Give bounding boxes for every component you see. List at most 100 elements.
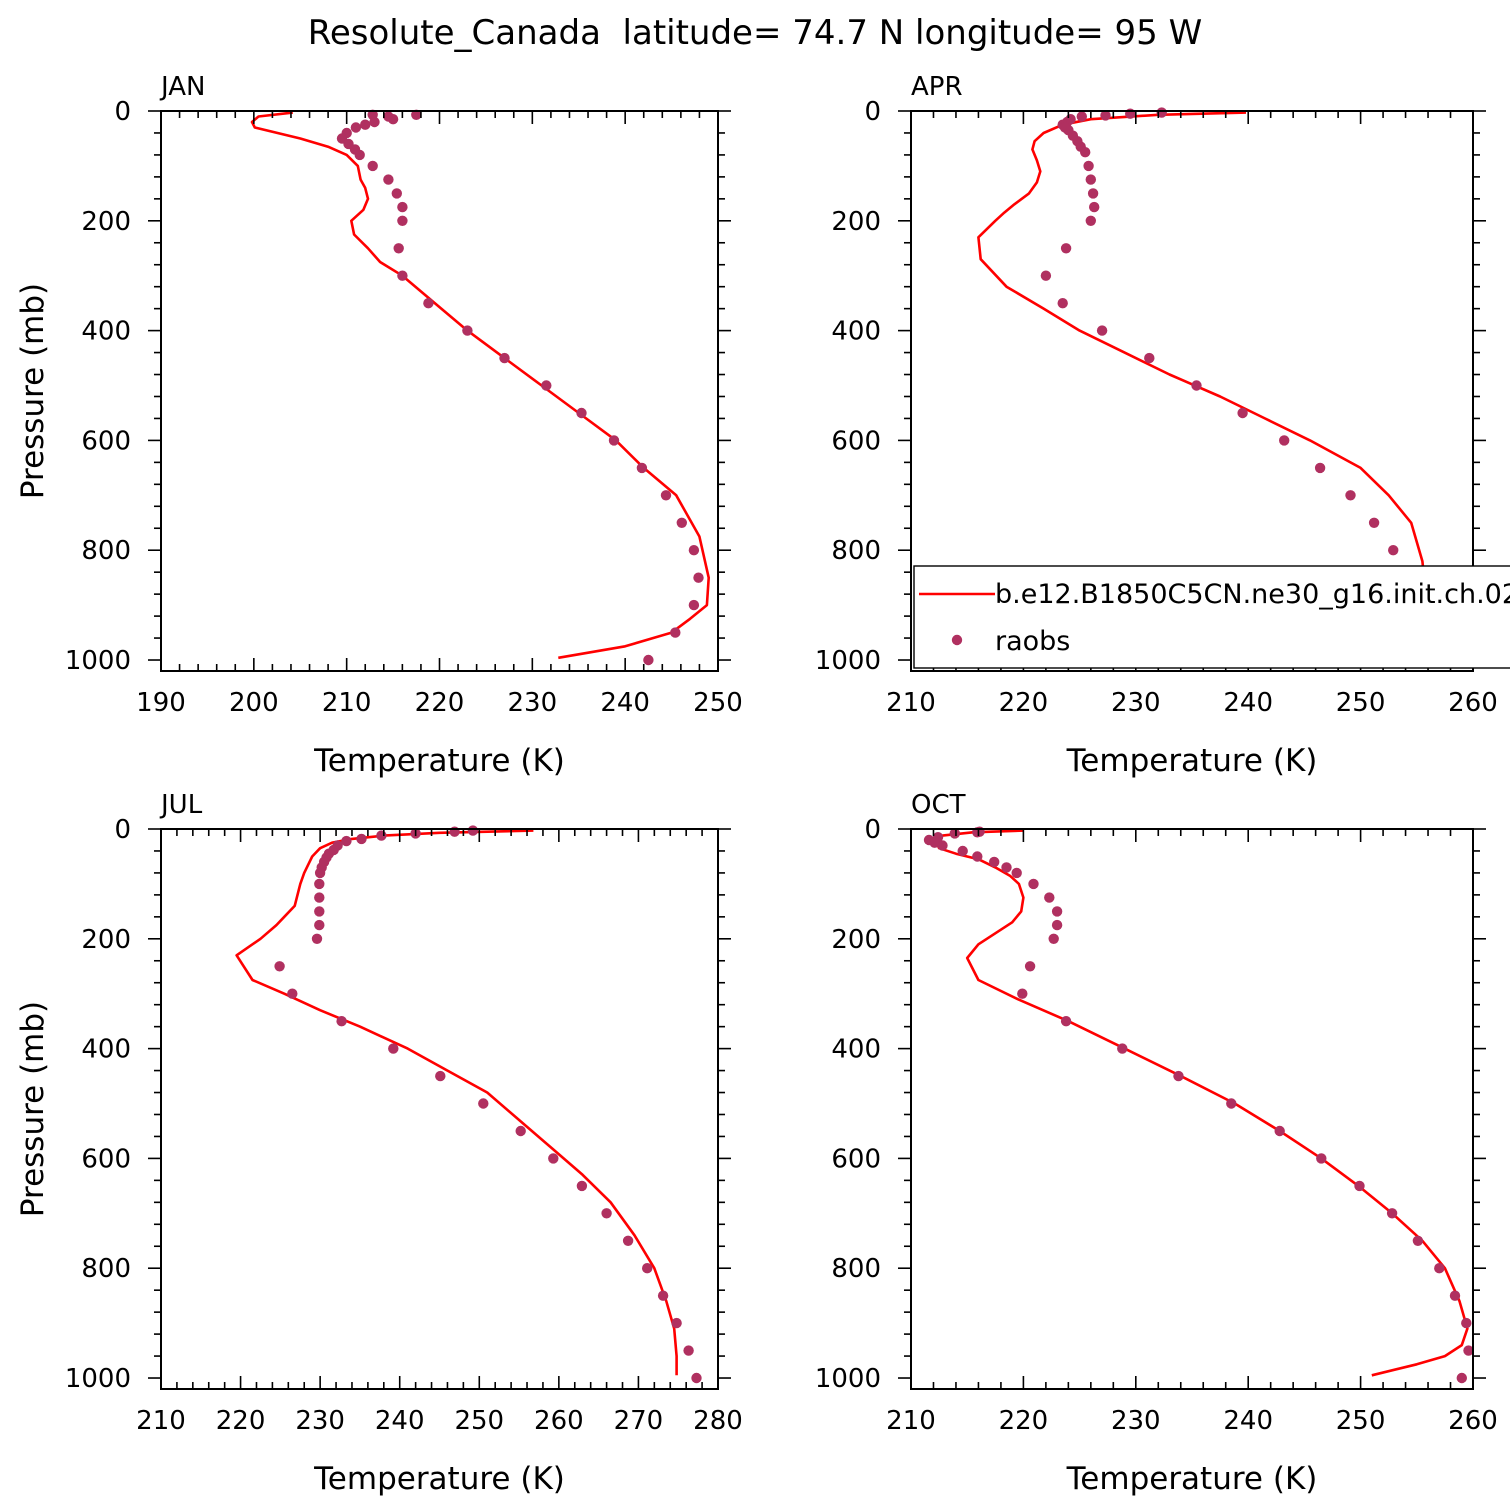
panel-label: JUL [159,790,203,820]
obs-point [287,988,298,999]
obs-point [314,919,325,931]
obs-point [360,119,371,130]
obs-point [1040,270,1052,281]
obs-point [1434,1263,1445,1274]
plot-frame [910,828,1474,1390]
obs-point [1368,517,1380,528]
obs-point [1083,160,1094,172]
x-axis-label: Temperature (K) [313,1461,565,1497]
y-tick-label: 400 [831,317,881,347]
obs-point [643,654,654,666]
obs-point [929,837,940,848]
obs-point [1028,878,1039,890]
obs-point [608,435,620,446]
obs-point [354,149,365,161]
obs-point [676,517,687,528]
obs-point [1117,1043,1128,1054]
obs-point [957,845,968,857]
x-axis-label: Temperature (K) [1066,743,1318,779]
obs-point [336,1016,347,1027]
x-tick-label: 220 [999,1406,1049,1436]
obs-point [397,215,408,226]
obs-point [1076,111,1088,122]
x-tick-label: 250 [1336,1406,1386,1436]
model-line [934,829,1469,1377]
y-tick-label: 1000 [815,646,881,676]
obs-point [1354,1180,1365,1192]
x-tick-label: 230 [295,1406,345,1436]
legend-model-label: b.e12.B1850C5CN.ne30_g16.init.ch.027 [995,579,1510,610]
x-tick-label: 250 [454,1406,504,1436]
obs-point [1386,1208,1398,1219]
obs-point [411,109,422,121]
y-tick-label: 0 [864,815,881,845]
obs-point [397,270,408,281]
obs-point [657,1290,669,1301]
obs-point [314,892,325,903]
y-tick-label: 800 [81,1254,131,1284]
obs-point [691,1372,702,1384]
x-tick-label: 260 [1448,1406,1498,1436]
obs-point [1191,380,1202,391]
x-axis-label: Temperature (K) [313,743,565,779]
model-line [235,829,678,1376]
y-tick-label: 400 [831,1035,881,1065]
x-tick-label: 240 [375,1406,425,1436]
legend-marker-swatch [951,634,963,646]
obs-point [1089,201,1100,213]
y-tick-label: 200 [831,925,881,955]
obs-point [388,1043,399,1054]
x-tick-label: 260 [534,1406,584,1436]
plot-frame [160,828,719,1390]
x-tick-label: 280 [693,1406,743,1436]
obs-point [515,1125,526,1137]
obs-point [350,122,362,133]
y-tick-label: 0 [114,815,131,845]
y-tick-label: 200 [81,207,131,237]
obs-point [1060,1016,1072,1027]
obs-point [274,961,285,972]
obs-point [937,840,948,851]
obs-point [462,325,473,336]
panel-label: JAN [159,72,205,102]
obs-point [660,490,672,501]
panel-apr: 210 220 230 240 250 260 0 200 400 600 800 1000 APR Te… [815,72,1510,779]
x-tick-label: 210 [322,688,372,718]
panel-jan: 190 200 210 220 230 240 250 0 200 400 600 800 1000 JA… [15,72,743,779]
panel-label: OCT [911,790,966,820]
y-axis-label: Pressure (mb) [15,1001,51,1217]
obs-point [1274,1125,1285,1137]
x-tick-label: 250 [693,688,743,718]
obs-point [671,1317,682,1329]
y-tick-label: 600 [831,1144,881,1174]
obs-point [499,352,510,364]
y-tick-label: 800 [831,1254,881,1284]
y-tick-label: 1000 [815,1364,881,1394]
obs-point [989,856,1000,868]
y-tick-label: 800 [81,536,131,566]
obs-point [1060,243,1072,254]
obs-point [622,1235,634,1247]
obs-point [1456,1372,1468,1384]
x-tick-label: 210 [886,1406,936,1436]
obs-point [1461,1317,1472,1329]
obs-point [601,1208,612,1219]
obs-point [369,116,380,128]
obs-point [1087,188,1099,199]
obs-point [1314,462,1326,474]
obs-point [683,1345,694,1356]
panel-label: APR [911,72,963,102]
x-tick-label: 230 [1111,688,1161,718]
obs-point [1237,407,1248,419]
y-axis-label: Pressure (mb) [15,283,51,499]
obs-point [478,1098,489,1109]
plot-frame [160,110,719,672]
x-tick-label: 210 [886,688,936,718]
obs-point [314,878,325,890]
x-tick-label: 220 [415,688,465,718]
obs-point [1096,325,1108,336]
x-tick-label: 230 [508,688,558,718]
obs-point [1100,110,1111,121]
obs-point [636,462,648,474]
obs-point [1001,862,1012,873]
